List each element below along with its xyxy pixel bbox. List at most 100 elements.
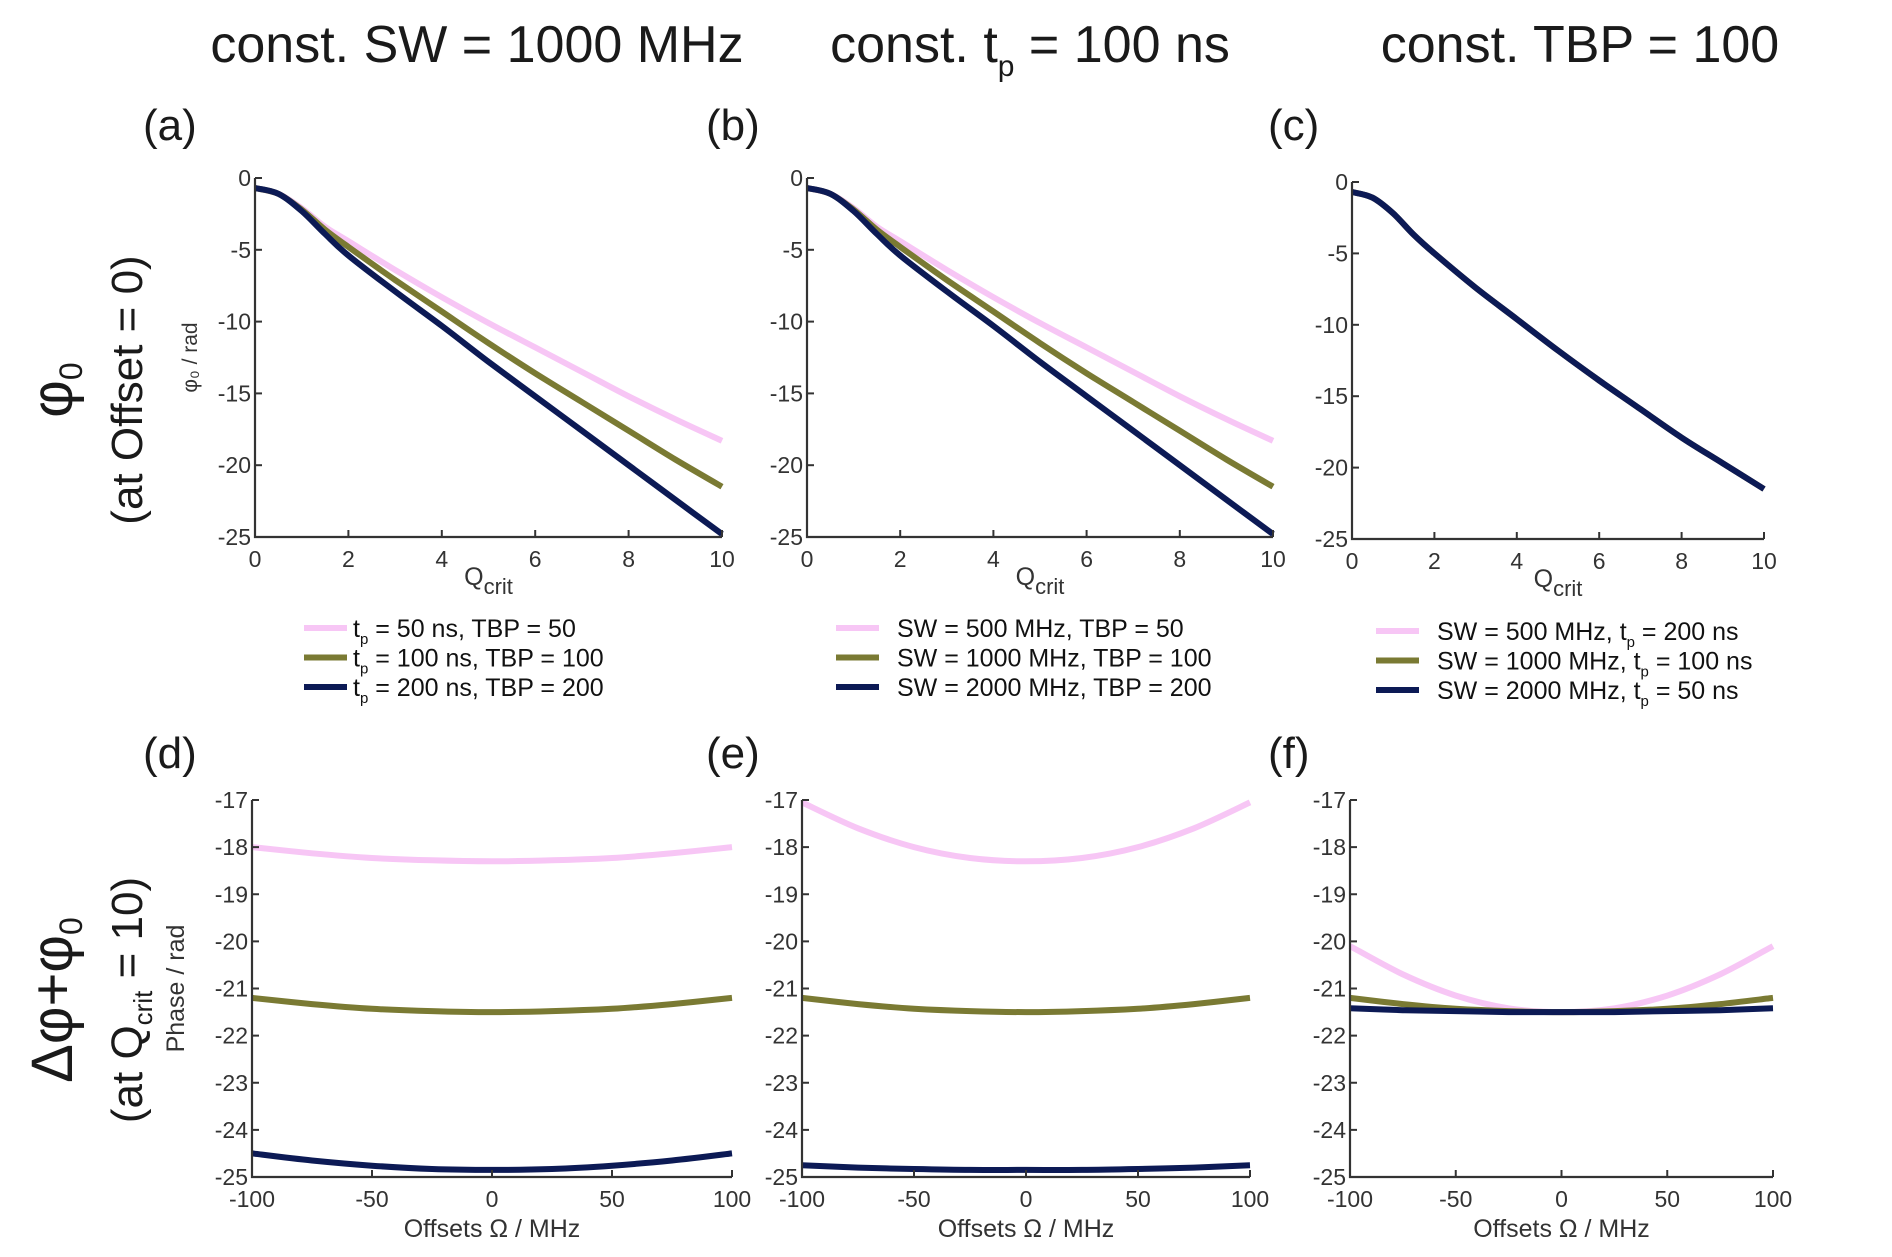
y-tick-label: -21 [765, 976, 798, 1002]
row-label-dphi: Δφ+φ0 [20, 917, 89, 1083]
legend-entry: SW = 2000 MHz, TBP = 200 [897, 674, 1212, 702]
legend-entry: SW = 500 MHz, TBP = 50 [897, 615, 1184, 643]
axis-lines [1348, 800, 1773, 1179]
y-tick-label: -22 [1313, 1023, 1346, 1049]
y-tick-label: -15 [218, 380, 251, 406]
y-tick-label: -24 [765, 1117, 798, 1143]
x-tick-label: 10 [1751, 548, 1777, 574]
y-tick-label: -19 [215, 881, 248, 907]
x-axis-label: Qcrit [1016, 563, 1065, 599]
x-tick-label: 2 [1428, 548, 1441, 574]
y-tick-label: -21 [1313, 976, 1346, 1002]
x-tick-label: 8 [1173, 546, 1186, 572]
y-tick-label: -20 [765, 928, 798, 954]
y-tick-label: -25 [215, 1164, 248, 1190]
series-line-pink [251, 844, 733, 865]
y-tick-label: -15 [770, 380, 803, 406]
series-line-olive [251, 994, 733, 1016]
y-tick-label: -20 [1315, 455, 1348, 481]
y-tick-label: -5 [783, 237, 803, 263]
x-tick-label: 4 [1510, 548, 1523, 574]
y-tick-label: -18 [215, 834, 248, 860]
y-tick-label: -25 [770, 524, 803, 550]
x-tick-label: -50 [897, 1186, 930, 1212]
y-tick-label: -19 [765, 881, 798, 907]
x-tick-label: 4 [987, 546, 1000, 572]
x-tick-label: 0 [801, 546, 814, 572]
y-tick-label: -24 [215, 1117, 248, 1143]
series-line-olive [801, 994, 1251, 1016]
svg-text:(at Qcrit = 10): (at Qcrit = 10) [103, 877, 158, 1123]
x-tick-label: 2 [342, 546, 355, 572]
panel-letter: (b) [706, 101, 760, 150]
x-tick-label: 8 [1675, 548, 1688, 574]
legend-entry: SW = 500 MHz, tp = 200 ns [1437, 618, 1739, 651]
panel-e: (e)-17 -18 -19 -20 -21 -22 -23 -24 -25-100 -50 0 50… [706, 729, 1269, 1243]
y-tick-label: -10 [1315, 312, 1348, 338]
y-axis-label: Phase / rad [162, 925, 190, 1053]
x-tick-label: -50 [355, 1186, 388, 1212]
svg-text:Δφ+φ0: Δφ+φ0 [20, 917, 89, 1083]
x-tick-label: 10 [1260, 546, 1286, 572]
x-axis-label: Offsets Ω / MHz [938, 1215, 1115, 1243]
x-tick-label: 8 [622, 546, 635, 572]
panel-d: (d) -17 -18 -19 -20 -21 -22 -23 -24 -25-100 -50 0 50… [143, 729, 751, 1243]
y-tick-label: -24 [1313, 1117, 1346, 1143]
y-tick-label: -25 [765, 1164, 798, 1190]
y-tick-label: -15 [1315, 383, 1348, 409]
x-tick-label: 0 [249, 546, 262, 572]
legend-entry: tp = 50 ns, TBP = 50 [353, 615, 576, 648]
x-tick-label: 6 [529, 546, 542, 572]
y-tick-label: -23 [765, 1070, 798, 1096]
y-tick-label: -20 [215, 928, 248, 954]
y-axis-label: φ₀ / rad [179, 322, 202, 392]
y-tick-label: -21 [215, 976, 248, 1002]
y-tick-label: -23 [215, 1070, 248, 1096]
panel-f: (f)-17 -18 -19 -20 -21 -22 -23 -24 -25-100 -50 0 50… [1268, 729, 1792, 1243]
legend-entry: SW = 1000 MHz, tp = 100 ns [1437, 648, 1752, 681]
x-tick-label: 100 [1754, 1186, 1792, 1212]
x-tick-label: -100 [779, 1186, 825, 1212]
series-line-navy [1349, 1005, 1774, 1016]
y-tick-label: -25 [218, 524, 251, 550]
x-tick-label: 100 [1231, 1186, 1269, 1212]
x-tick-label: -50 [1439, 1186, 1472, 1212]
row-label-phi0: φ0 [20, 362, 89, 417]
series-line-navy [254, 185, 724, 537]
y-tick-label: -23 [1313, 1070, 1346, 1096]
y-tick-label: -18 [765, 834, 798, 860]
y-tick-label: 0 [790, 165, 803, 191]
x-tick-label: 2 [894, 546, 907, 572]
y-tick-label: -22 [765, 1023, 798, 1049]
x-tick-label: 0 [486, 1186, 499, 1212]
y-tick-label: -17 [215, 787, 248, 813]
x-tick-label: 100 [713, 1186, 751, 1212]
x-tick-label: -100 [229, 1186, 275, 1212]
y-tick-label: -25 [1313, 1164, 1346, 1190]
y-tick-label: -17 [765, 787, 798, 813]
legend-entry: SW = 1000 MHz, TBP = 100 [897, 645, 1212, 673]
x-tick-label: 6 [1080, 546, 1093, 572]
y-tick-label: -20 [218, 452, 251, 478]
x-tick-label: 50 [599, 1186, 625, 1212]
series-line-navy [801, 1162, 1251, 1173]
x-axis-label: Qcrit [464, 563, 513, 599]
y-tick-label: -5 [1328, 240, 1348, 266]
panel-letter: (c) [1268, 101, 1319, 150]
row-label-dphi-sub: (at Qcrit = 10) [103, 877, 158, 1123]
svg-text:(at Offset = 0): (at Offset = 0) [103, 255, 152, 524]
legend-entry: tp = 100 ns, TBP = 100 [353, 645, 604, 678]
y-tick-label: -10 [218, 309, 251, 335]
y-tick-label: 0 [1335, 169, 1348, 195]
row-label-phi0-sub: (at Offset = 0) [103, 255, 152, 524]
legend-entry: SW = 2000 MHz, tp = 50 ns [1437, 677, 1739, 710]
y-tick-label: -22 [215, 1023, 248, 1049]
x-tick-label: 6 [1593, 548, 1606, 574]
y-tick-label: -18 [1313, 834, 1346, 860]
x-tick-label: 4 [435, 546, 448, 572]
